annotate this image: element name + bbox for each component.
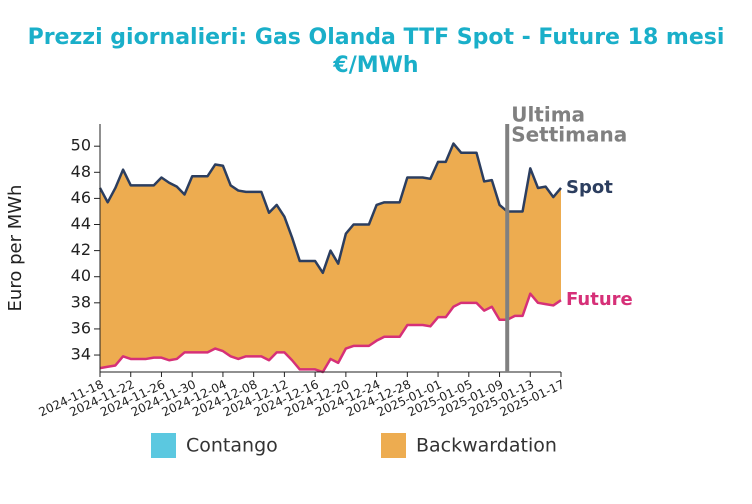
chart-subtitle: €/MWh [332,53,418,78]
y-tick-label: 50 [71,136,91,155]
y-tick-label: 44 [71,214,91,233]
legend-label: Contango [186,435,278,457]
y-tick-label: 34 [71,345,91,364]
y-tick-label: 48 [71,162,91,181]
series-label: Spot [566,177,613,198]
y-tick-label: 36 [71,318,91,337]
annotation-text: Ultima [511,103,585,127]
legend-label: Backwardation [416,435,557,457]
annotation-text: Settimana [511,123,627,147]
chart-title: Prezzi giornalieri: Gas Olanda TTF Spot … [28,25,725,50]
y-tick-label: 46 [71,188,91,207]
y-tick-label: 40 [71,266,91,285]
spread-area [100,143,561,372]
legend-swatch [381,433,406,458]
series-label: Future [566,289,633,310]
y-axis-label: Euro per MWh [5,185,26,312]
y-tick-label: 38 [71,292,91,311]
series-line [99,292,562,374]
y-tick-label: 42 [71,240,91,259]
series-line [98,142,562,275]
legend-swatch [151,433,176,458]
